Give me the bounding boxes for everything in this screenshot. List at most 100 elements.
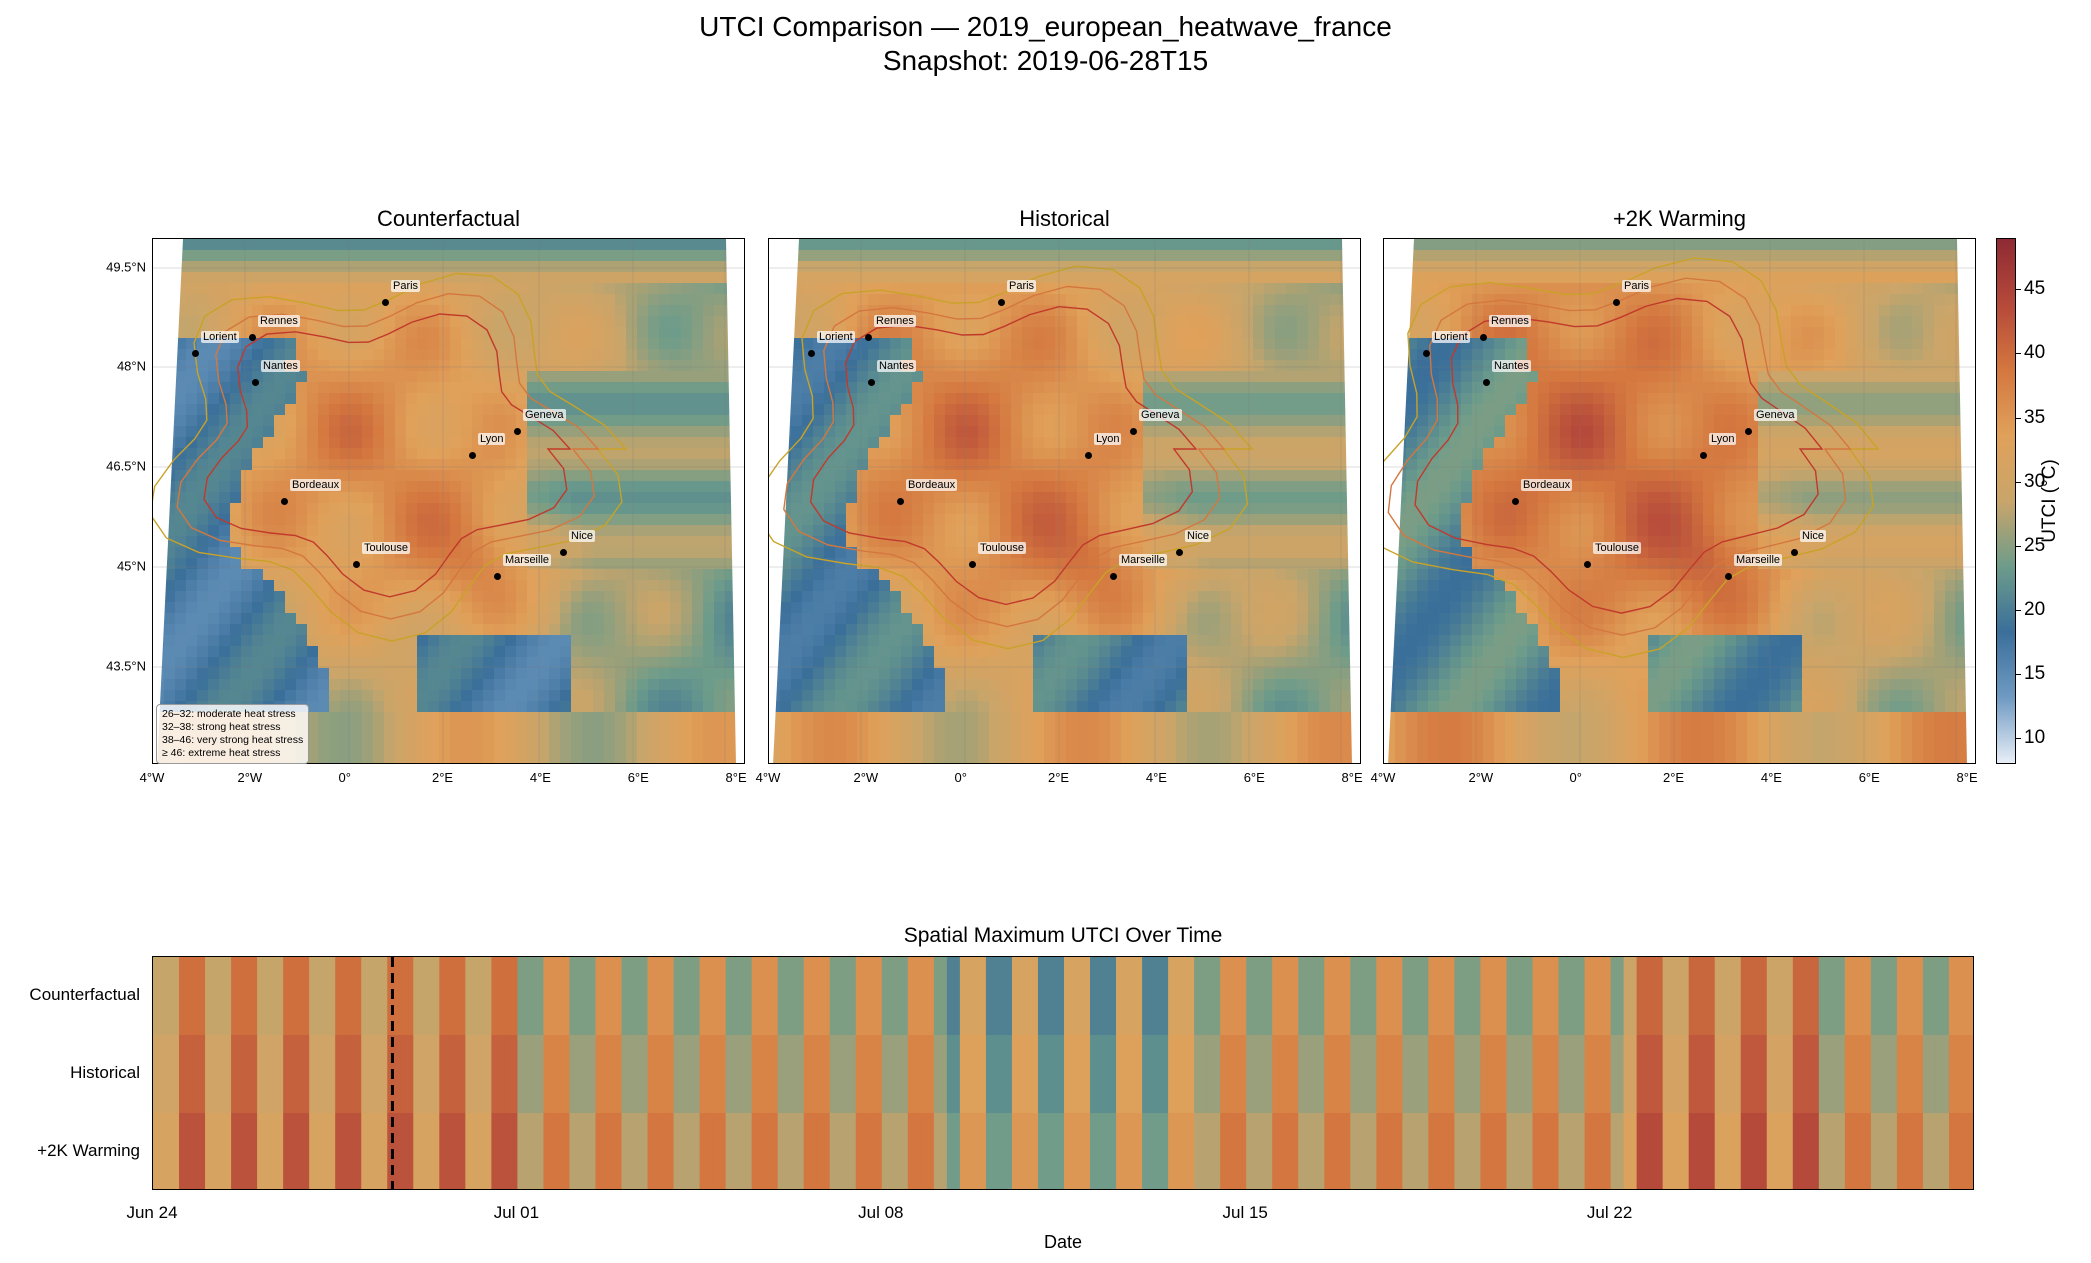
utci-cell (703, 448, 715, 460)
utci-cell (1209, 492, 1221, 504)
utci-cell (868, 316, 880, 328)
utci-cell (362, 250, 374, 262)
utci-cell (637, 393, 649, 405)
utci-cell (1132, 580, 1144, 592)
utci-cell (615, 239, 627, 251)
utci-cell (934, 261, 946, 273)
utci-cell (1022, 261, 1034, 273)
utci-cell (362, 536, 374, 548)
utci-cell (1275, 261, 1287, 273)
utci-cell (1297, 624, 1309, 636)
utci-cell (714, 580, 726, 592)
utci-cell (1286, 591, 1298, 603)
utci-cell (1209, 536, 1221, 548)
utci-cell (604, 723, 616, 735)
utci-cell (417, 525, 429, 537)
utci-cell (1044, 536, 1056, 548)
utci-cell (307, 558, 319, 570)
utci-cell (1165, 316, 1177, 328)
utci-cell (857, 525, 869, 537)
utci-cell (1011, 613, 1023, 625)
utci-cell (659, 437, 671, 449)
utci-cell (318, 536, 330, 548)
utci-cell (1286, 558, 1298, 570)
utci-cell (659, 712, 671, 724)
utci-cell (505, 481, 517, 493)
utci-cell (252, 371, 264, 383)
utci-cell (263, 514, 275, 526)
utci-cell (384, 525, 396, 537)
utci-cell (901, 624, 913, 636)
utci-cell (208, 404, 220, 416)
utci-cell (1066, 668, 1078, 680)
utci-cell (483, 250, 495, 262)
utci-cell (1275, 481, 1287, 493)
utci-cell (692, 514, 704, 526)
utci-cell (571, 360, 583, 372)
utci-cell (1275, 668, 1287, 680)
utci-cell (549, 756, 561, 763)
utci-cell (879, 426, 891, 438)
utci-cell (1044, 272, 1056, 284)
utci-cell (1297, 635, 1309, 647)
utci-cell (890, 679, 902, 691)
utci-cell (1033, 459, 1045, 471)
utci-cell (164, 613, 176, 625)
utci-cell (1110, 492, 1122, 504)
utci-cell (593, 514, 605, 526)
utci-cell (879, 580, 891, 592)
utci-cell (879, 459, 891, 471)
utci-cell (956, 591, 968, 603)
utci-cell (505, 382, 517, 394)
utci-cell (285, 646, 297, 658)
utci-cell (241, 514, 253, 526)
utci-cell (1099, 371, 1111, 383)
utci-cell (626, 349, 638, 361)
utci-cell (714, 690, 726, 702)
utci-cell (714, 437, 726, 449)
utci-cell (835, 558, 847, 570)
utci-cell (1176, 283, 1188, 295)
utci-cell (1231, 305, 1243, 317)
utci-cell (967, 305, 979, 317)
utci-cell (329, 272, 341, 284)
utci-cell (967, 239, 979, 251)
utci-cell (329, 261, 341, 273)
utci-cell (857, 360, 869, 372)
utci-cell (538, 261, 550, 273)
utci-cell (483, 459, 495, 471)
utci-cell (923, 591, 935, 603)
utci-cell (428, 602, 440, 614)
utci-cell (1022, 415, 1034, 427)
utci-cell (1011, 635, 1023, 647)
utci-cell (1022, 393, 1034, 405)
utci-cell (219, 547, 231, 559)
utci-cell (340, 591, 352, 603)
utci-cell (1099, 272, 1111, 284)
utci-cell (483, 635, 495, 647)
utci-cell (406, 250, 418, 262)
utci-cell (912, 503, 924, 515)
utci-cell (626, 602, 638, 614)
utci-cell (1330, 470, 1342, 482)
utci-cell (1286, 404, 1298, 416)
utci-cell (1242, 701, 1254, 713)
utci-cell (989, 569, 1001, 581)
utci-cell (252, 283, 264, 295)
utci-cell (1264, 327, 1276, 339)
utci-cell (1198, 547, 1210, 559)
utci-cell (967, 492, 979, 504)
utci-cell (494, 481, 506, 493)
utci-cell (1011, 437, 1023, 449)
utci-cell (384, 514, 396, 526)
utci-cell (868, 558, 880, 570)
utci-cell (1077, 305, 1089, 317)
utci-cell (241, 437, 253, 449)
utci-cell (1110, 338, 1122, 350)
utci-cell (912, 580, 924, 592)
utci-cell (989, 404, 1001, 416)
utci-cell (1099, 679, 1111, 691)
utci-cell (1066, 349, 1078, 361)
utci-cell (505, 470, 517, 482)
utci-cell (813, 349, 825, 361)
